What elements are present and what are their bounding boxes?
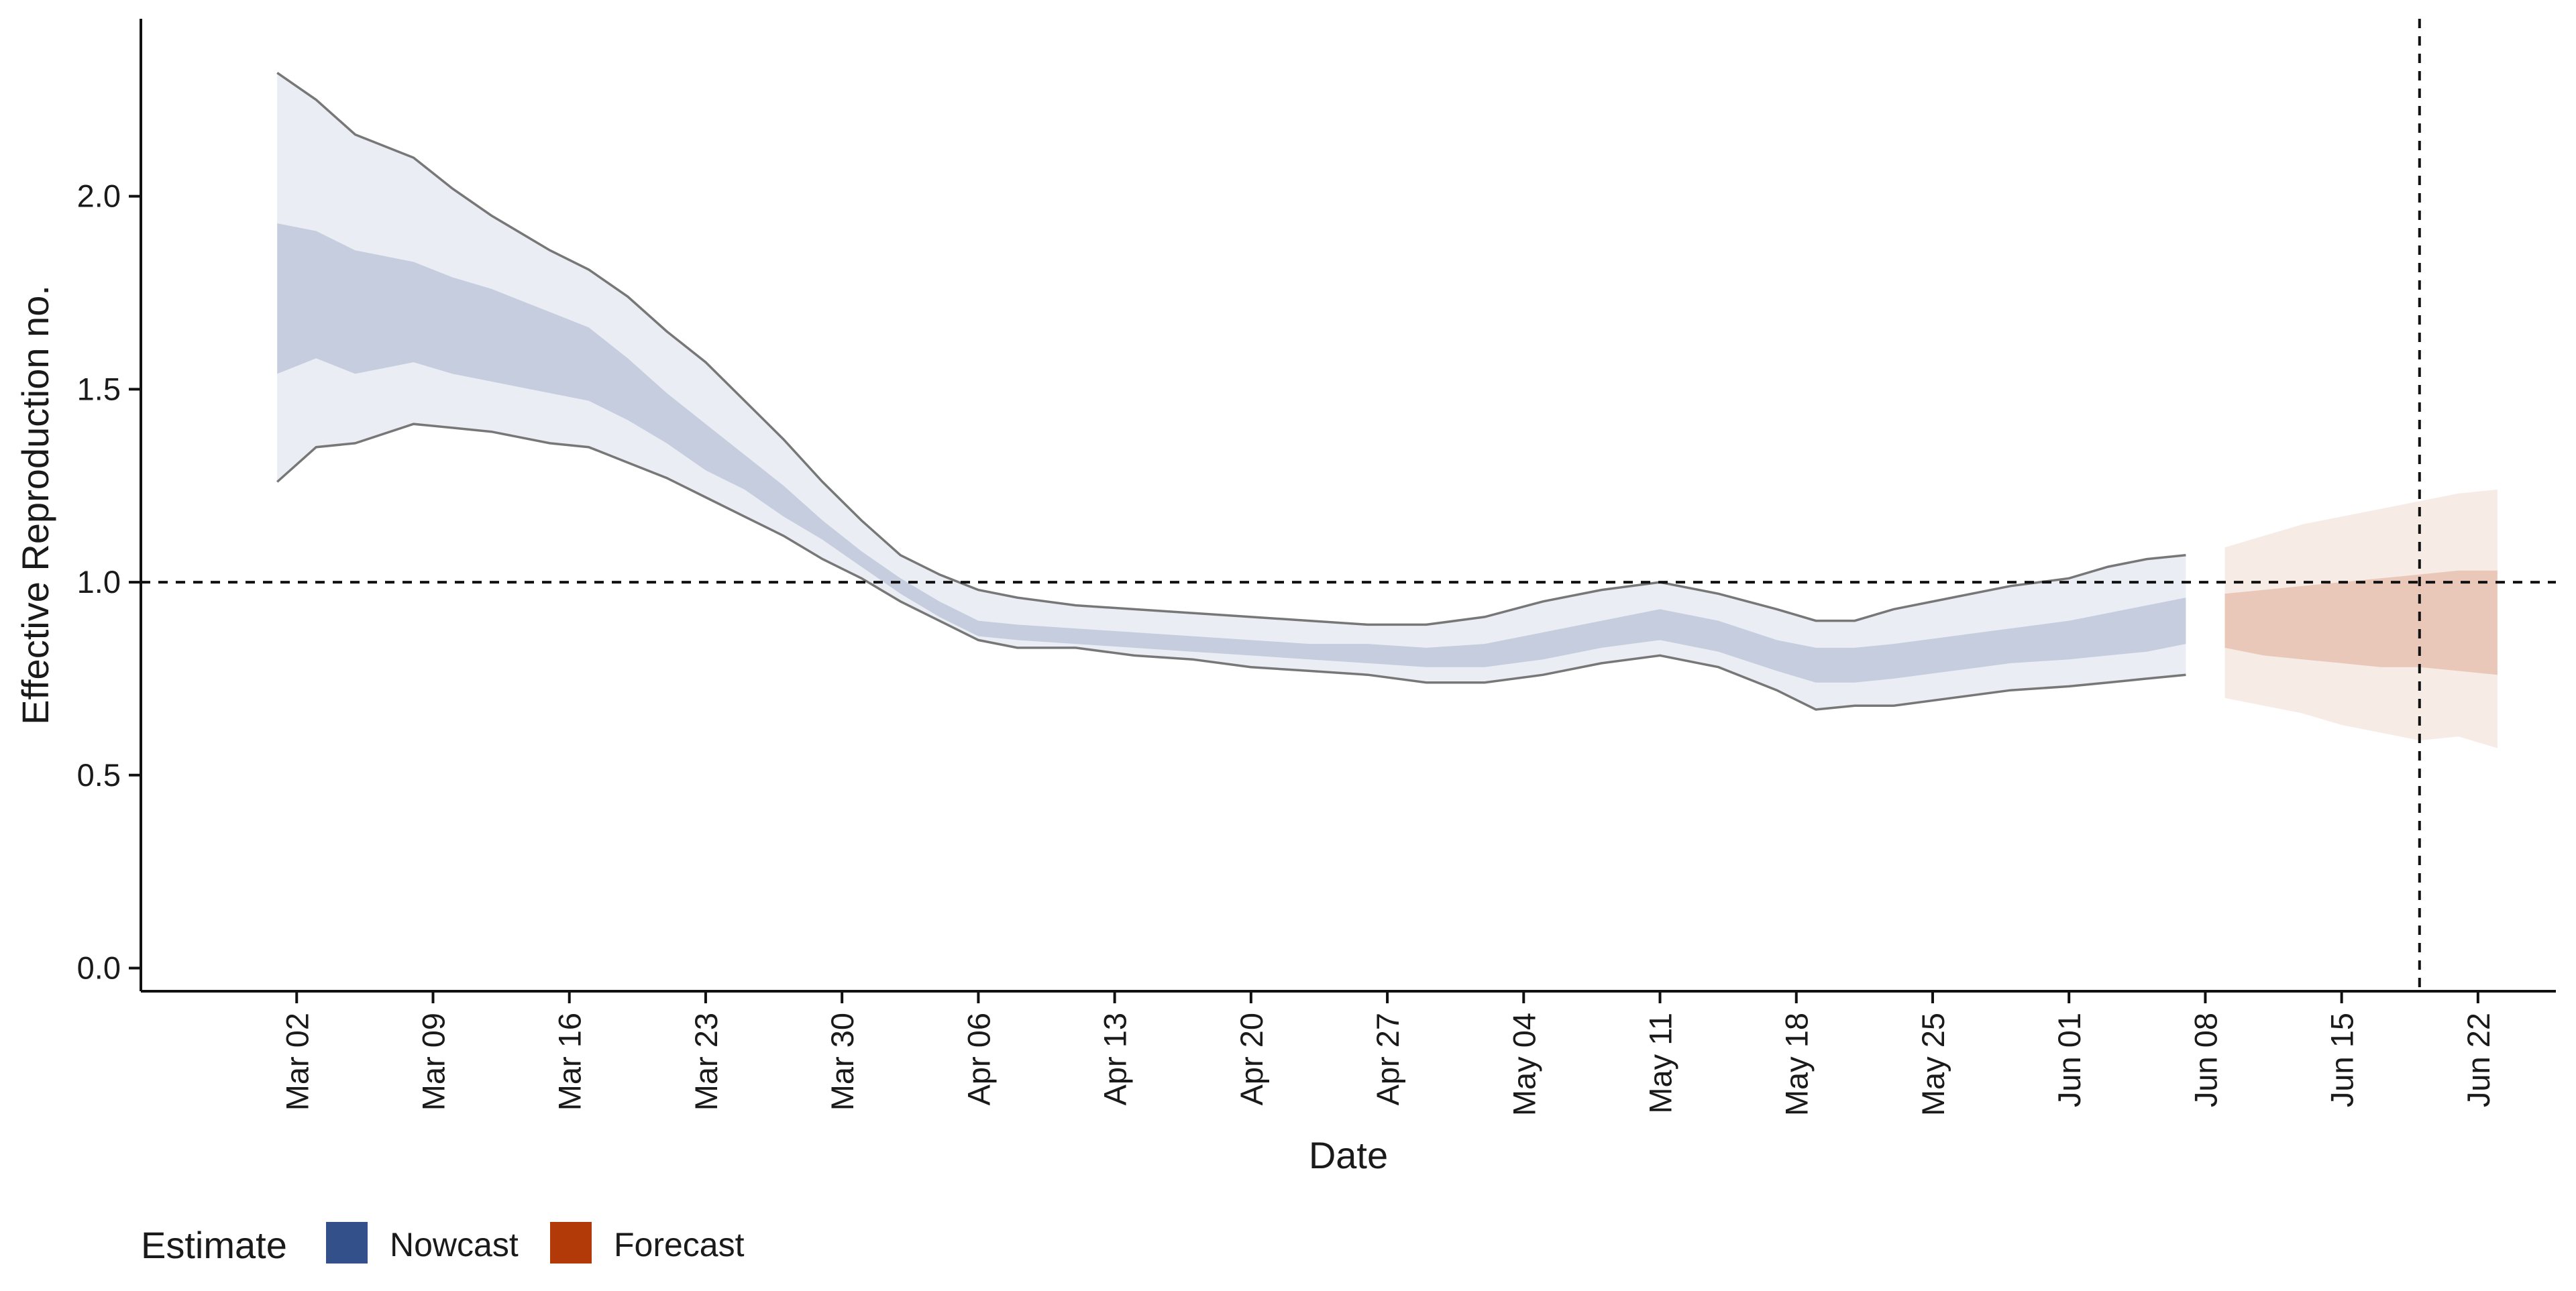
legend-key-forecast	[550, 1222, 592, 1264]
x-tick-label: Apr 06	[961, 1013, 996, 1105]
x-tick-label: Mar 02	[279, 1013, 315, 1111]
x-tick-label: May 18	[1779, 1013, 1815, 1116]
legend-label-nowcast: Nowcast	[390, 1226, 519, 1264]
nowcast-lower-outline	[276, 423, 2186, 711]
legend: Estimate Nowcast Forecast	[141, 1222, 745, 1266]
x-tick-label: Jun 01	[2051, 1013, 2087, 1107]
x-tick-label: Mar 09	[416, 1013, 451, 1111]
y-axis-title: Effective Reproduction no.	[14, 285, 56, 725]
tick-labels: 0.0 0.5 1.0 1.5 2.0 Mar 02 Mar 09 Mar 16 Mar 23 M…	[77, 178, 2496, 1116]
x-tick-label: Jun 15	[2324, 1013, 2360, 1107]
legend-label-forecast: Forecast	[614, 1226, 745, 1264]
y-tick-label: 1.5	[77, 371, 121, 406]
y-tick-label: 0.0	[77, 950, 121, 985]
forecast-band-50	[2224, 570, 2498, 675]
x-tick-label: Mar 16	[552, 1013, 588, 1111]
x-tick-label: Apr 13	[1097, 1013, 1133, 1105]
x-axis-title: Date	[1309, 1134, 1388, 1176]
x-tick-label: Apr 27	[1370, 1013, 1405, 1105]
forecast-band-90	[2224, 490, 2498, 748]
y-tick-label: 0.5	[77, 757, 121, 793]
x-tick-label: Apr 20	[1234, 1013, 1269, 1105]
x-tick-label: May 04	[1506, 1013, 1542, 1116]
nowcast-band-50	[277, 223, 2186, 683]
outline-layer	[276, 72, 2186, 711]
x-tick-label: Jun 08	[2188, 1013, 2223, 1107]
x-tick-label: Jun 22	[2461, 1013, 2496, 1107]
x-tick-label: May 11	[1643, 1013, 1678, 1114]
reference-lines	[141, 19, 2556, 991]
nowcast-upper-outline	[276, 72, 2186, 626]
x-tick-label: Mar 23	[688, 1013, 724, 1111]
x-tick-label: Mar 30	[824, 1013, 860, 1111]
x-tick-label: May 25	[1915, 1013, 1951, 1116]
y-tick-label: 2.0	[77, 178, 121, 214]
nowcast-band-90	[277, 72, 2186, 710]
ribbons-layer	[277, 72, 2498, 748]
axes	[129, 19, 2556, 1003]
legend-key-nowcast	[326, 1222, 368, 1264]
y-tick-label: 1.0	[77, 564, 121, 600]
legend-title: Estimate	[141, 1224, 287, 1266]
